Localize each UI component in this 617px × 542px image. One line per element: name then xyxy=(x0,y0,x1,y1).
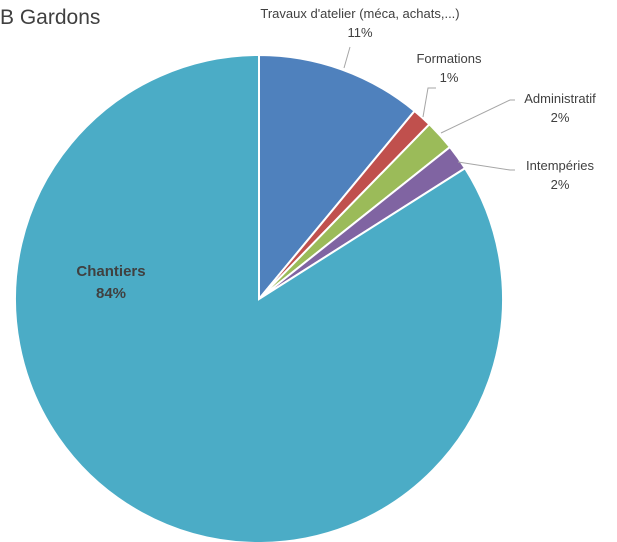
leader-line-administratif xyxy=(440,99,515,134)
pie-slices xyxy=(14,53,504,542)
data-label-chantiers: Chantiers 84% xyxy=(76,263,145,302)
chart-title: B Gardons xyxy=(0,6,101,29)
slice-labels: Travaux d'atelier (méca, achats,...) 11% F… xyxy=(76,6,596,302)
percent-value: 1% xyxy=(440,70,459,85)
pie-slice-chantiers xyxy=(14,53,504,542)
leader-line-formations xyxy=(422,87,436,118)
category-name: Intempéries xyxy=(526,158,594,173)
leader-line-intemperies xyxy=(457,161,515,171)
category-name: Formations xyxy=(416,51,482,66)
percent-value: 11% xyxy=(347,25,372,40)
data-label-formations: Formations 1% xyxy=(416,51,482,85)
category-name: Travaux d'atelier (méca, achats,...) xyxy=(260,6,459,21)
category-name: Administratif xyxy=(524,91,596,106)
leader-lines xyxy=(343,46,515,171)
percent-value: 84% xyxy=(96,285,126,302)
data-label-administratif: Administratif 2% xyxy=(524,91,596,125)
category-name: Chantiers xyxy=(76,263,145,280)
percent-value: 2% xyxy=(551,177,570,192)
data-label-intemperies: Intempéries 2% xyxy=(526,158,594,192)
data-label-travaux-d-atelier-meca-achats: Travaux d'atelier (méca, achats,...) 11% xyxy=(260,6,459,40)
pie-slice-travaux-d-atelier-meca-achats xyxy=(258,53,416,302)
percent-value: 2% xyxy=(551,110,570,125)
leader-line-travaux-d-atelier-meca-achats xyxy=(343,46,351,69)
